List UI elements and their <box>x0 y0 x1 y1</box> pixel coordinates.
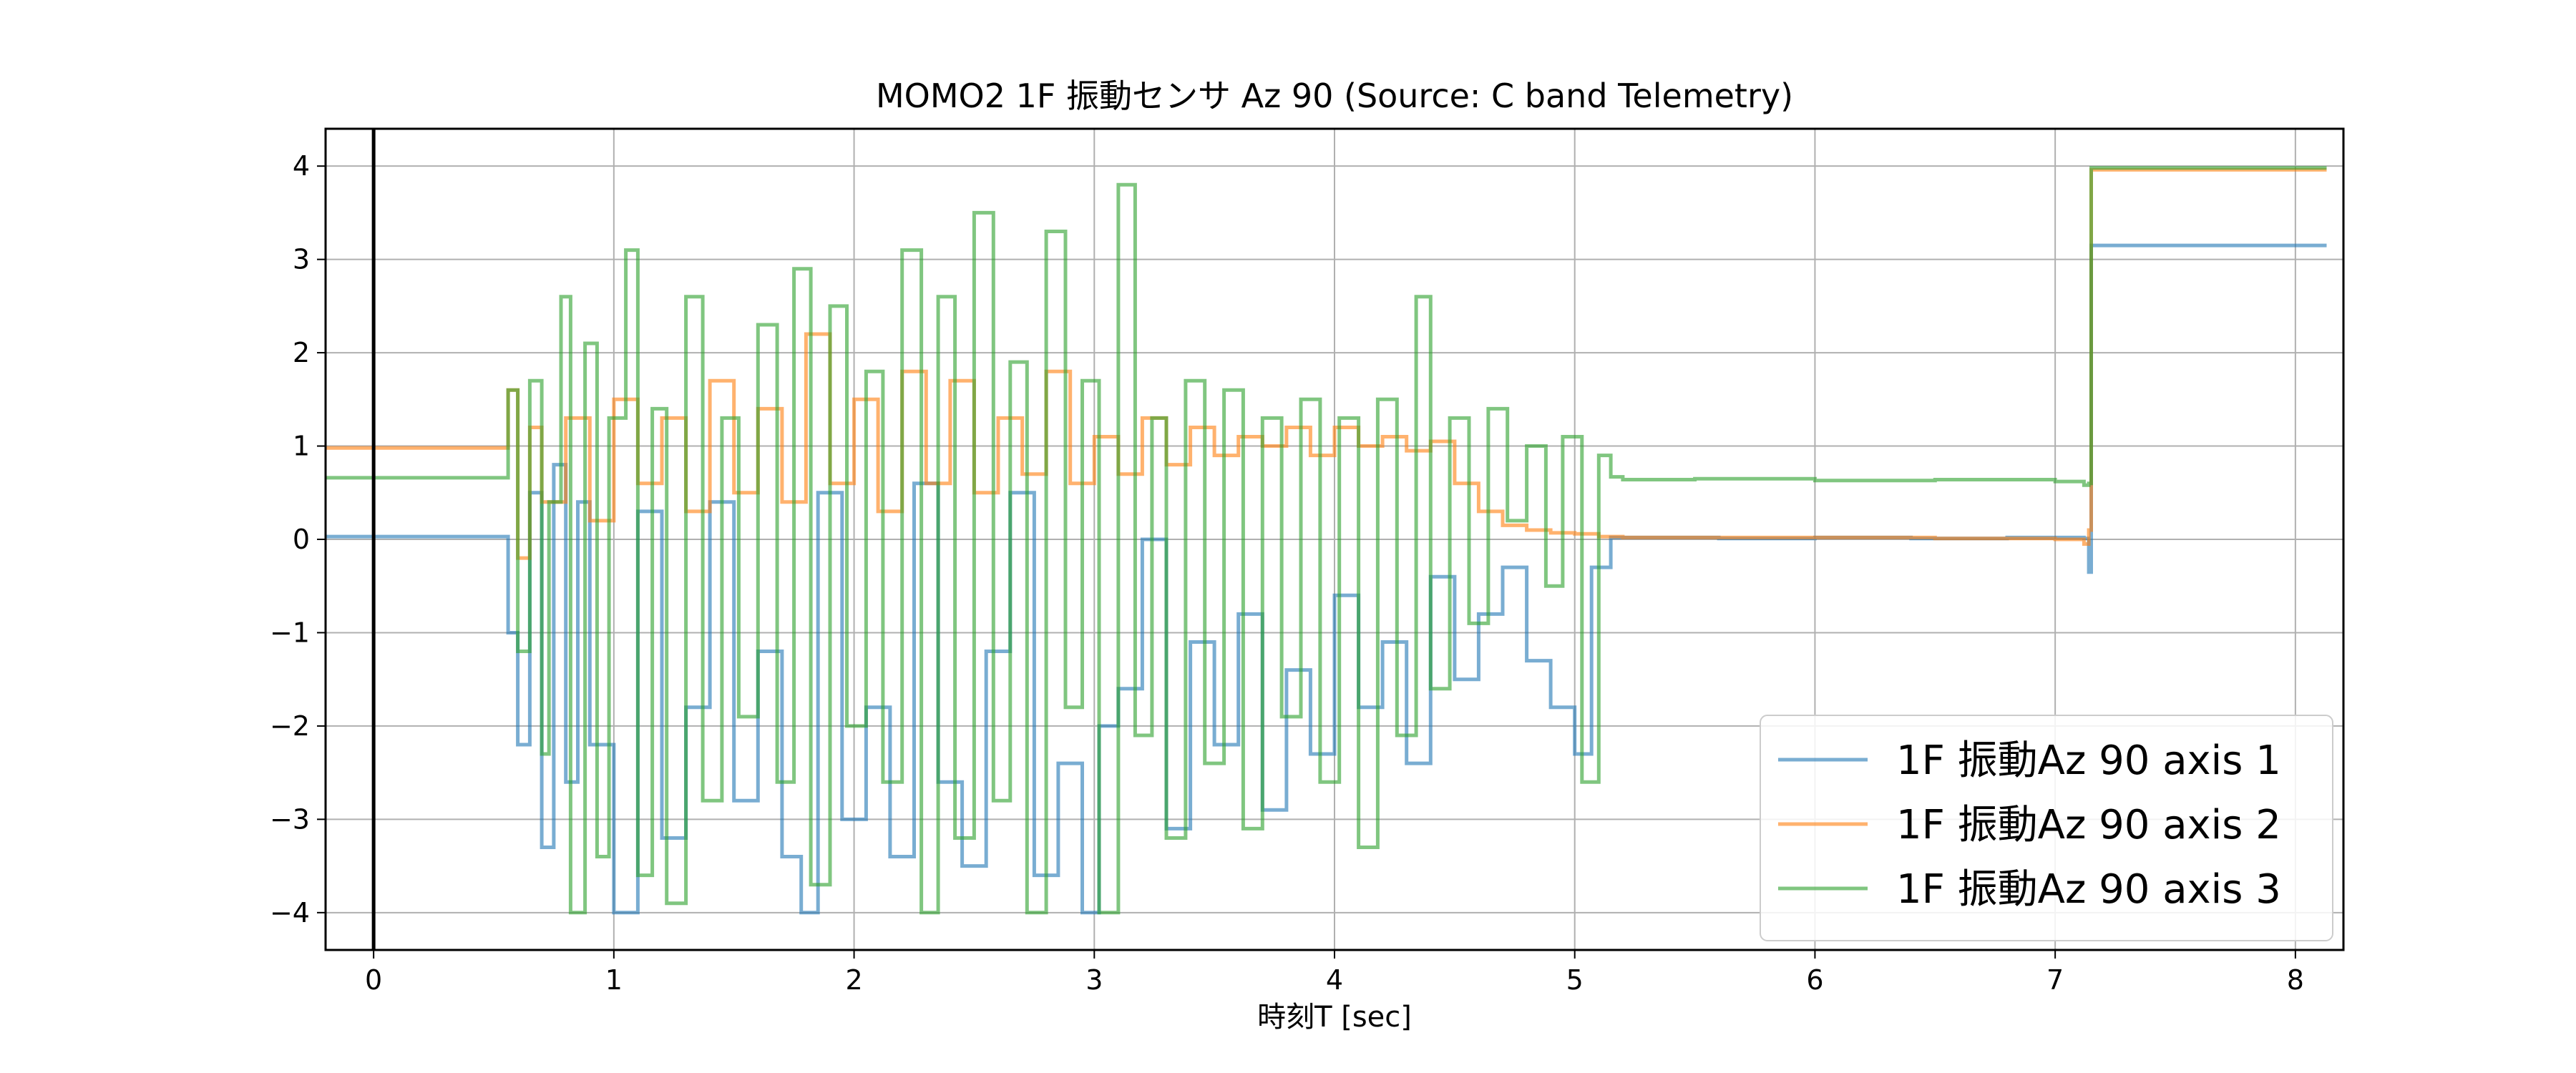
axis-ticks: 0 1 2 3 4 5 6 7 8 −4 −3 −2 −1 0 1 2 3 4 <box>270 150 2304 996</box>
x-tick-label: 7 <box>2046 964 2064 996</box>
x-tick-label: 3 <box>1085 964 1103 996</box>
x-tick-label: 5 <box>1566 964 1584 996</box>
x-tick-label: 8 <box>2287 964 2304 996</box>
x-tick-label: 1 <box>605 964 623 996</box>
y-tick-label: 2 <box>293 337 310 368</box>
legend-entry-label: 1F 振動Az 90 axis 2 <box>1896 802 2281 848</box>
x-tick-label: 4 <box>1326 964 1343 996</box>
x-tick-label: 2 <box>845 964 862 996</box>
y-tick-label: −1 <box>270 617 310 648</box>
legend-entry-label: 1F 振動Az 90 axis 1 <box>1896 738 2281 784</box>
x-axis-title: 時刻T [sec] <box>1257 1001 1412 1034</box>
y-tick-label: −3 <box>270 803 310 835</box>
x-tick-label: 6 <box>1806 964 1823 996</box>
plot-area <box>326 129 2327 950</box>
y-tick-label: 4 <box>293 150 310 182</box>
y-tick-label: −2 <box>270 710 310 742</box>
series-line-axis-3 <box>326 166 2327 915</box>
legend-box <box>1760 715 2333 941</box>
legend-entry-label: 1F 振動Az 90 axis 3 <box>1896 866 2281 913</box>
legend: 1F 振動Az 90 axis 1 1F 振動Az 90 axis 2 1F 振動A… <box>1760 715 2333 941</box>
x-tick-label: 0 <box>365 964 382 996</box>
plot-frame <box>324 127 2345 951</box>
y-tick-label: 1 <box>293 431 310 462</box>
y-tick-label: 0 <box>293 524 310 555</box>
chart-title: MOMO2 1F 振動センサ Az 90 (Source: C band Tel… <box>876 77 1793 115</box>
y-tick-label: −4 <box>270 897 310 929</box>
y-tick-label: 3 <box>293 244 310 275</box>
